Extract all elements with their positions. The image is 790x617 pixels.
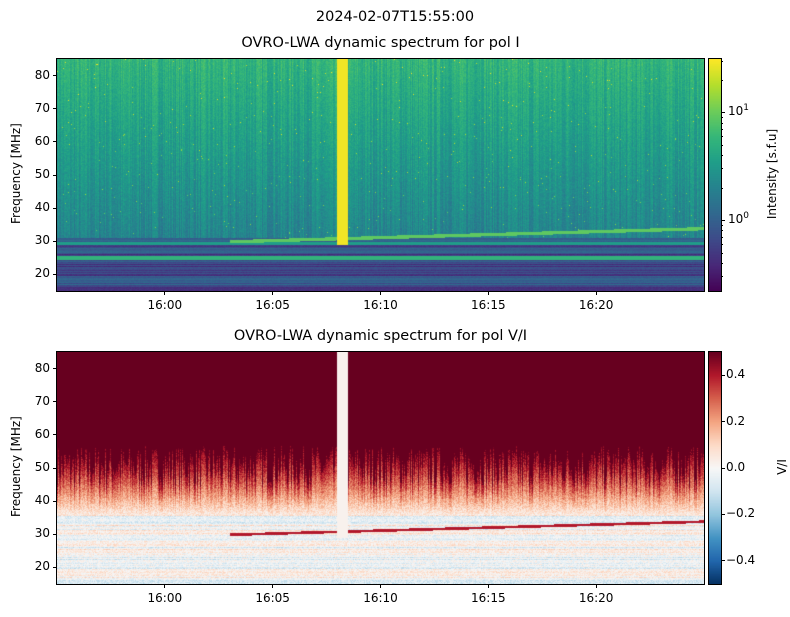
colorbar-tick-label: 101 bbox=[728, 103, 750, 119]
y-tick-label: 60 bbox=[34, 426, 50, 441]
y-tick-mark bbox=[53, 401, 57, 403]
colorbar-tick-label: −0.4 bbox=[726, 552, 756, 567]
y-tick-label: 30 bbox=[34, 526, 50, 541]
colorbar-tick-label: 100 bbox=[728, 211, 750, 226]
x-tick-mark bbox=[487, 584, 489, 588]
x-tick-label: 16:05 bbox=[255, 298, 290, 312]
y-axis-label: Frequency [MHz] bbox=[9, 416, 23, 517]
x-tick-label: 16:20 bbox=[578, 591, 614, 605]
colorbar-minor-tick bbox=[721, 116, 723, 118]
colorbar-minor-tick bbox=[721, 128, 723, 130]
y-tick-mark bbox=[53, 108, 57, 110]
colorbar-minor-tick bbox=[721, 276, 723, 278]
y-tick-mark bbox=[53, 273, 57, 275]
x-tick-mark bbox=[272, 291, 274, 295]
y-tick-mark bbox=[53, 467, 57, 469]
x-tick-label: 16:15 bbox=[471, 298, 506, 312]
y-tick-mark bbox=[53, 500, 57, 502]
x-tick-label: 16:00 bbox=[147, 591, 183, 605]
colorbar-tick bbox=[721, 560, 725, 562]
x-tick-mark bbox=[595, 584, 597, 588]
y-tick-mark bbox=[53, 141, 57, 143]
y-tick-label: 50 bbox=[34, 167, 50, 181]
colorbar-minor-tick bbox=[721, 243, 723, 245]
figure-suptitle: 2024-02-07T15:55:00 bbox=[315, 9, 475, 25]
vi-spectrum-heatmap bbox=[57, 352, 704, 584]
x-tick-label: 16:20 bbox=[578, 298, 614, 312]
x-tick-mark bbox=[380, 584, 381, 588]
colorbar-minor-tick bbox=[721, 144, 723, 146]
colorbar-minor-tick bbox=[721, 224, 723, 226]
y-tick-label: 60 bbox=[34, 133, 50, 148]
y-tick-label: 80 bbox=[34, 360, 50, 375]
y-tick-mark bbox=[53, 75, 57, 77]
colorbar-tick bbox=[721, 374, 725, 376]
colorbar-tick-label: −0.2 bbox=[726, 506, 756, 521]
colorbar bbox=[709, 59, 721, 291]
colorbar-minor-tick bbox=[721, 252, 723, 254]
x-tick-mark bbox=[272, 584, 274, 588]
colorbar-tick bbox=[721, 421, 725, 423]
y-tick-label: 30 bbox=[34, 233, 50, 248]
y-tick-label: 50 bbox=[34, 460, 50, 474]
panel-title: OVRO-LWA dynamic spectrum for pol I bbox=[241, 35, 520, 51]
y-tick-label: 40 bbox=[34, 493, 50, 508]
x-tick-label: 16:15 bbox=[471, 591, 506, 605]
colorbar-label: V/I bbox=[775, 459, 789, 475]
y-tick-label: 20 bbox=[34, 559, 50, 574]
x-tick-label: 16:10 bbox=[363, 298, 398, 312]
colorbar-minor-tick bbox=[721, 236, 723, 238]
colorbar bbox=[709, 352, 721, 584]
y-tick-mark bbox=[53, 533, 57, 535]
x-tick-label: 16:10 bbox=[363, 591, 398, 605]
y-tick-label: 20 bbox=[34, 266, 50, 281]
colorbar-minor-tick bbox=[721, 122, 723, 124]
y-tick-mark bbox=[53, 566, 57, 568]
y-tick-label: 70 bbox=[34, 100, 50, 115]
colorbar-tick-label: 0.2 bbox=[726, 413, 746, 428]
colorbar-tick bbox=[721, 219, 725, 221]
colorbar-tick-label: 0.4 bbox=[726, 367, 746, 382]
intensity-spectrum-heatmap bbox=[57, 59, 704, 291]
colorbar-minor-tick bbox=[721, 79, 723, 81]
colorbar-minor-tick bbox=[721, 262, 723, 264]
x-tick-mark bbox=[164, 291, 166, 295]
panel-title: OVRO-LWA dynamic spectrum for pol V/I bbox=[233, 328, 528, 344]
x-tick-mark bbox=[487, 291, 489, 295]
y-tick-mark bbox=[53, 207, 57, 209]
colorbar-tick bbox=[721, 111, 725, 113]
colorbar-tick bbox=[721, 513, 725, 515]
y-tick-mark bbox=[53, 174, 57, 176]
y-tick-label: 80 bbox=[34, 67, 50, 82]
y-tick-label: 70 bbox=[34, 393, 50, 408]
x-tick-mark bbox=[380, 291, 381, 295]
colorbar-minor-tick bbox=[721, 230, 723, 232]
x-tick-mark bbox=[164, 584, 166, 588]
x-tick-label: 16:05 bbox=[255, 591, 290, 605]
y-tick-mark bbox=[53, 368, 57, 370]
x-tick-label: 16:00 bbox=[147, 298, 183, 312]
y-tick-mark bbox=[53, 240, 57, 242]
y-axis-label: Frequency [MHz] bbox=[9, 123, 23, 224]
colorbar-minor-tick bbox=[721, 187, 723, 189]
colorbar-tick-label: 0.0 bbox=[726, 460, 746, 474]
colorbar-tick bbox=[721, 467, 725, 469]
y-tick-label: 40 bbox=[34, 200, 50, 215]
colorbar-minor-tick bbox=[721, 168, 723, 170]
colorbar-minor-tick bbox=[721, 135, 723, 137]
colorbar-minor-tick bbox=[721, 60, 723, 62]
y-tick-mark bbox=[53, 434, 57, 436]
colorbar-label: Intensity [s.f.u] bbox=[765, 128, 779, 220]
x-tick-mark bbox=[595, 291, 597, 295]
colorbar-minor-tick bbox=[721, 155, 723, 156]
